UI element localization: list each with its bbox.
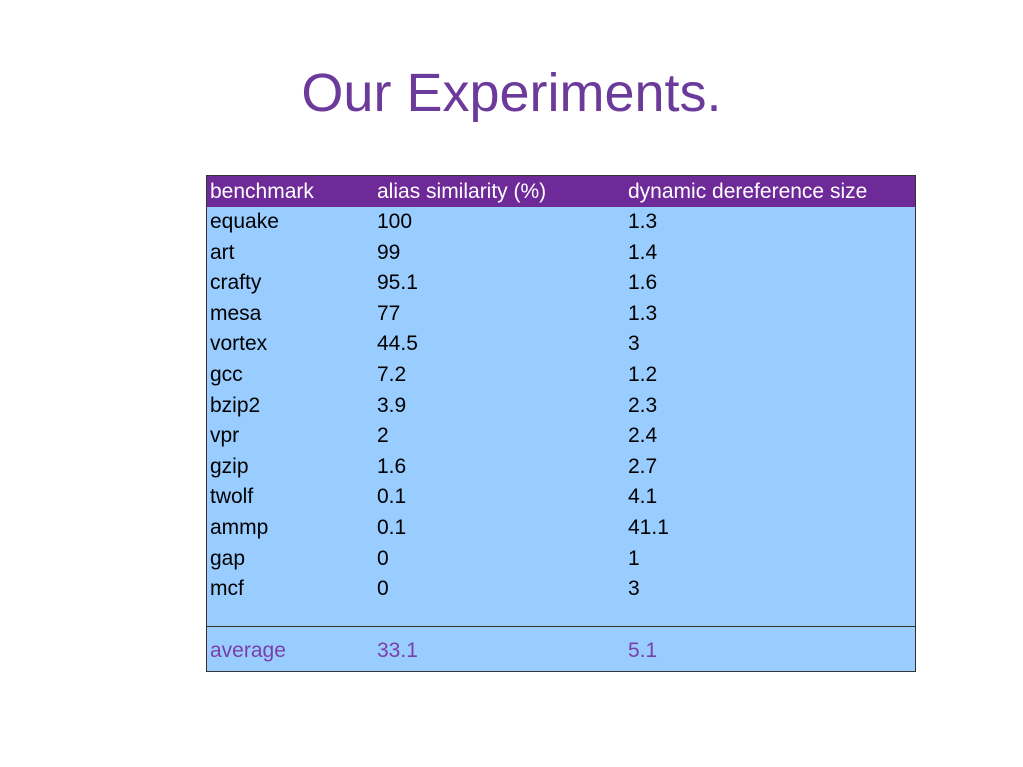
average-dereference-size: 5.1 xyxy=(628,639,658,662)
header-alias-similarity: alias similarity (%) xyxy=(377,180,547,203)
cell-benchmark: mesa xyxy=(210,301,262,325)
cell-alias-similarity: 0 xyxy=(377,577,389,601)
cell-dereference-size: 2.7 xyxy=(628,454,658,478)
cell-alias-similarity: 1.6 xyxy=(377,454,407,478)
slide-title: Our Experiments. xyxy=(301,63,722,123)
cell-dereference-size: 3 xyxy=(628,577,640,601)
cell-benchmark: mcf xyxy=(210,577,244,601)
cell-alias-similarity: 7.2 xyxy=(377,363,407,386)
cell-alias-similarity: 77 xyxy=(377,301,401,325)
cell-benchmark: crafty xyxy=(210,271,262,295)
cell-alias-similarity: 2 xyxy=(377,424,389,448)
header-dynamic-dereference-size: dynamic dereference size xyxy=(628,180,868,203)
cell-benchmark: bzip2 xyxy=(210,393,261,417)
cell-benchmark: twolf xyxy=(210,485,254,509)
cell-benchmark: equake xyxy=(210,210,279,233)
average-alias-similarity: 33.1 xyxy=(377,639,418,662)
cell-dereference-size: 2.3 xyxy=(628,393,658,417)
cell-dereference-size: 3 xyxy=(628,332,640,356)
cell-alias-similarity: 100 xyxy=(377,210,413,233)
cell-dereference-size: 4.1 xyxy=(628,485,658,509)
cell-dereference-size: 1.6 xyxy=(628,271,658,295)
cell-dereference-size: 1.4 xyxy=(628,240,658,264)
average-divider xyxy=(207,626,915,627)
cell-alias-similarity: 0.1 xyxy=(377,485,407,509)
cell-benchmark: ammp xyxy=(210,516,269,539)
cell-benchmark: vortex xyxy=(210,332,268,356)
cell-alias-similarity: 0 xyxy=(377,546,389,570)
cell-dereference-size: 41.1 xyxy=(628,516,669,539)
cell-dereference-size: 1.3 xyxy=(628,301,658,325)
cell-benchmark: art xyxy=(210,240,235,264)
cell-dereference-size: 1.2 xyxy=(628,363,658,386)
cell-dereference-size: 1.3 xyxy=(628,210,658,233)
header-benchmark: benchmark xyxy=(210,180,314,203)
cell-benchmark: gcc xyxy=(210,363,243,386)
cell-alias-similarity: 44.5 xyxy=(377,332,418,356)
cell-dereference-size: 1 xyxy=(628,546,640,570)
cell-alias-similarity: 99 xyxy=(377,240,401,264)
cell-alias-similarity: 0.1 xyxy=(377,516,407,539)
average-label: average xyxy=(210,639,286,662)
cell-alias-similarity: 95.1 xyxy=(377,271,418,295)
cell-dereference-size: 2.4 xyxy=(628,424,658,448)
cell-benchmark: vpr xyxy=(210,424,240,448)
cell-benchmark: gap xyxy=(210,546,246,570)
table-header-row: benchmark alias similarity (%) dynamic d… xyxy=(207,176,915,207)
cell-benchmark: gzip xyxy=(210,454,249,478)
cell-alias-similarity: 3.9 xyxy=(377,393,407,417)
benchmark-table: benchmark alias similarity (%) dynamic d… xyxy=(206,175,916,672)
